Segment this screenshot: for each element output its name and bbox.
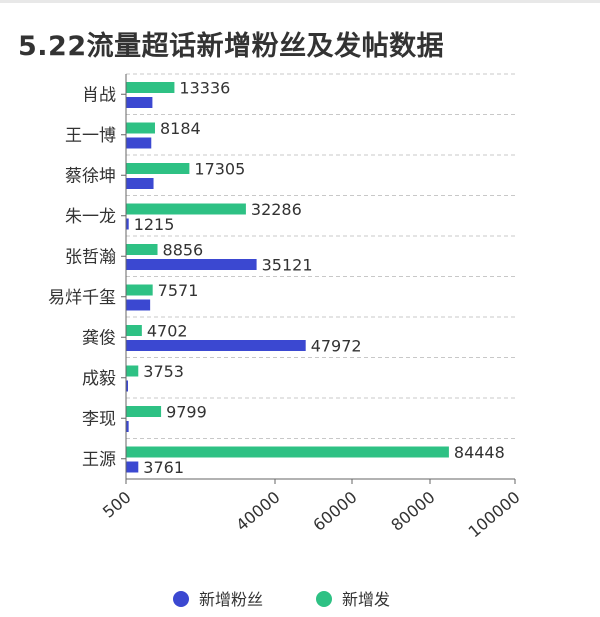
data-label: 32286 [251, 200, 302, 219]
top-rule [0, 0, 600, 3]
bar-new-fans [126, 421, 129, 432]
bar-new-fans [126, 97, 153, 108]
data-label: 9799 [166, 403, 207, 422]
bar-new-fans [126, 340, 306, 351]
category-label: 王一博 [65, 126, 116, 146]
data-label: 3761 [143, 458, 184, 477]
category-label: 张哲瀚 [65, 247, 116, 267]
x-tick-label: 80000 [387, 488, 438, 535]
bar-new-fans [126, 178, 154, 189]
data-label: 35121 [262, 256, 313, 275]
legend-label: 新增粉丝 [199, 590, 263, 609]
category-label: 成毅 [82, 369, 116, 389]
category-label: 朱一龙 [65, 207, 116, 227]
legend-marker [173, 591, 189, 607]
bar-new-fans [126, 218, 129, 230]
bar-new-fans [126, 299, 151, 311]
bar-new-posts [126, 325, 142, 336]
bar-new-posts [126, 203, 246, 215]
bar-new-posts [126, 406, 162, 417]
data-label: 4702 [147, 322, 188, 341]
bar-new-fans [126, 137, 152, 149]
x-tick-label: 40000 [232, 488, 283, 535]
data-label: 8856 [163, 241, 204, 260]
chart-title: 5.22流量超话新增粉丝及发帖数据 [18, 31, 445, 62]
bar-new-fans [126, 380, 128, 392]
data-label: 13336 [179, 79, 230, 98]
category-label: 肖战 [82, 85, 116, 105]
bar-new-posts [126, 365, 139, 377]
category-label: 蔡徐坤 [65, 166, 116, 186]
bar-new-posts [126, 122, 155, 134]
x-tick-label: 60000 [309, 488, 360, 535]
labels-layer: 肖战 13336 王一博 8184 蔡徐坤 17305 朱一龙 32286 1215 张哲瀚 885… [48, 79, 505, 478]
category-label: 李现 [82, 409, 116, 429]
bar-new-posts [126, 244, 158, 255]
bar-new-fans [126, 461, 139, 473]
data-label: 1215 [134, 215, 175, 234]
bar-new-posts [126, 163, 190, 174]
legend-marker [316, 591, 332, 607]
bar-new-posts [126, 446, 449, 458]
bars-layer [126, 82, 449, 473]
x-tick-label: 100000 [465, 488, 524, 542]
data-label: 84448 [454, 443, 505, 462]
category-label: 龚俊 [82, 328, 116, 348]
bar-new-fans [126, 259, 257, 270]
legend-label: 新增发 [342, 590, 390, 609]
bar-new-posts [126, 82, 175, 93]
data-label: 17305 [194, 160, 245, 179]
bar-new-posts [126, 284, 153, 296]
x-tick-label: 500 [99, 488, 135, 522]
category-label: 王源 [82, 450, 116, 470]
data-label: 47972 [311, 337, 362, 356]
category-label: 易烊千玺 [48, 288, 116, 308]
data-label: 7571 [158, 281, 199, 300]
legend-layer: 新增粉丝 新增发 [173, 590, 390, 609]
data-label: 8184 [160, 119, 201, 138]
data-label: 3753 [143, 362, 184, 381]
